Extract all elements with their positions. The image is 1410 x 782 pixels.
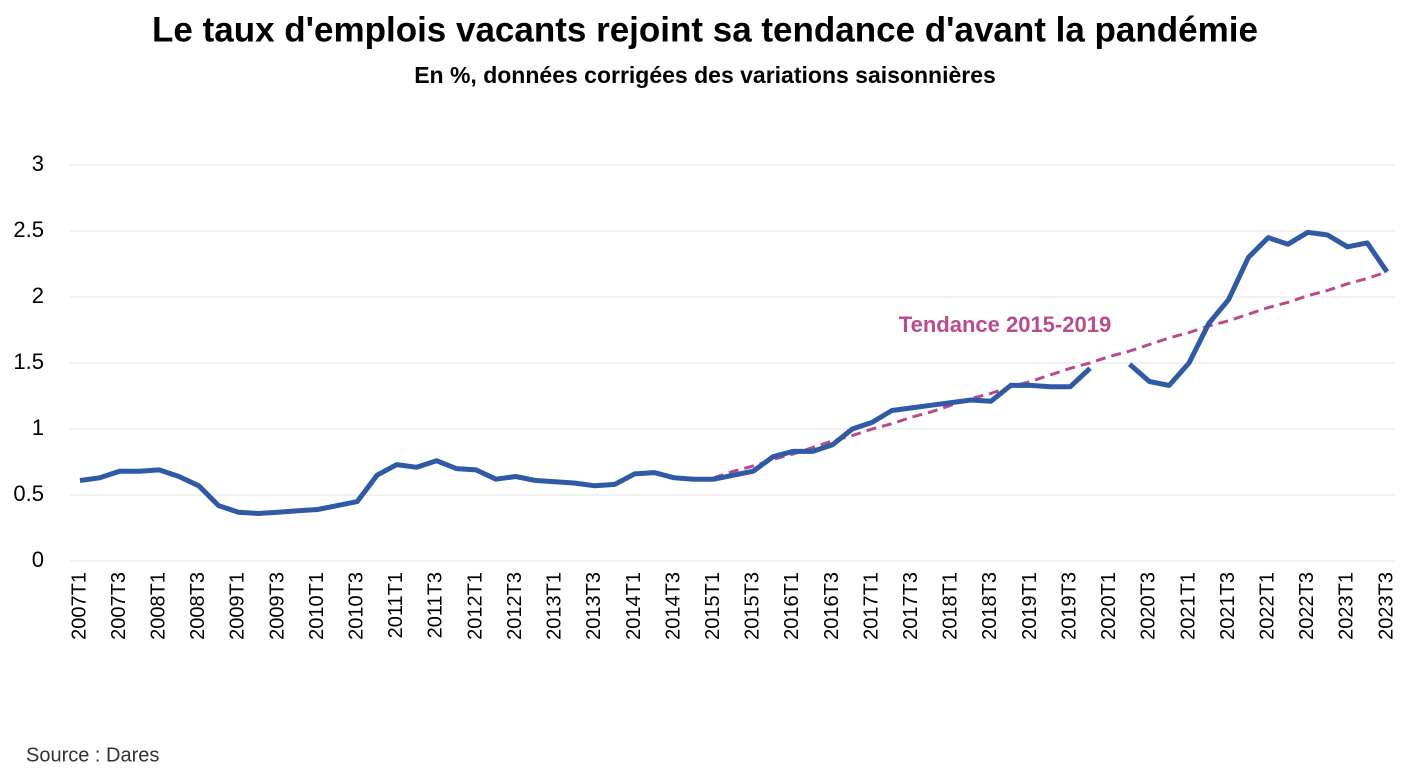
x-tick-label: 2012T1 <box>464 572 486 640</box>
x-tick-label: 2008T3 <box>187 572 209 640</box>
chart-subtitle: En %, données corrigées des variations s… <box>414 62 996 88</box>
x-tick-label: 2013T1 <box>544 572 566 640</box>
y-tick-label: 2.5 <box>13 217 44 242</box>
x-tick-label: 2012T3 <box>504 572 526 640</box>
x-tick-label: 2014T3 <box>662 572 684 640</box>
y-tick-label: 3 <box>32 151 44 176</box>
x-tick-label: 2019T3 <box>1058 572 1080 640</box>
y-tick-label: 2 <box>32 283 44 308</box>
x-tick-label: 2016T3 <box>821 572 843 640</box>
x-tick-label: 2009T3 <box>266 572 288 640</box>
x-tick-label: 2011T1 <box>385 572 407 638</box>
x-tick-label: 2017T3 <box>900 572 922 640</box>
x-tick-label: 2010T1 <box>306 572 328 640</box>
x-tick-label: 2022T3 <box>1296 572 1318 640</box>
x-tick-label: 2015T3 <box>742 572 764 640</box>
x-tick-label: 2018T3 <box>979 572 1001 640</box>
x-tick-label: 2019T1 <box>1019 572 1041 640</box>
x-tick-label: 2023T1 <box>1336 572 1358 640</box>
x-tick-label: 2020T3 <box>1138 572 1160 640</box>
x-tick-label: 2020T1 <box>1098 572 1120 640</box>
trend-label: Tendance 2015-2019 <box>899 312 1111 337</box>
y-tick-label: 1 <box>32 415 44 440</box>
x-tick-label: 2011T3 <box>425 572 447 638</box>
x-tick-label: 2023T3 <box>1375 572 1397 640</box>
y-tick-label: 0.5 <box>13 481 44 506</box>
x-tick-label: 2014T1 <box>623 572 645 640</box>
y-tick-label: 1.5 <box>13 349 44 374</box>
y-tick-label: 0 <box>32 547 44 572</box>
x-tick-label: 2018T1 <box>940 572 962 640</box>
data-line <box>79 229 1390 516</box>
x-tick-label: 2007T3 <box>108 572 130 640</box>
x-tick-label: 2021T1 <box>1177 572 1199 640</box>
x-tick-label: 2008T1 <box>147 572 169 640</box>
source: Source : Dares <box>26 744 159 766</box>
x-tick-label: 2015T1 <box>702 572 724 640</box>
x-tick-label: 2017T1 <box>860 572 882 640</box>
x-tick-label: 2010T3 <box>346 572 368 640</box>
x-tick-label: 2016T1 <box>781 572 803 640</box>
x-tick-label: 2013T3 <box>583 572 605 640</box>
chart-title: Le taux d'emplois vacants rejoint sa ten… <box>152 10 1258 49</box>
x-tick-label: 2007T1 <box>68 572 90 640</box>
trend-line <box>713 270 1388 480</box>
x-tick-label: 2009T1 <box>227 572 249 640</box>
x-tick-label: 2021T3 <box>1217 572 1239 640</box>
x-tick-label: 2022T1 <box>1256 572 1278 640</box>
